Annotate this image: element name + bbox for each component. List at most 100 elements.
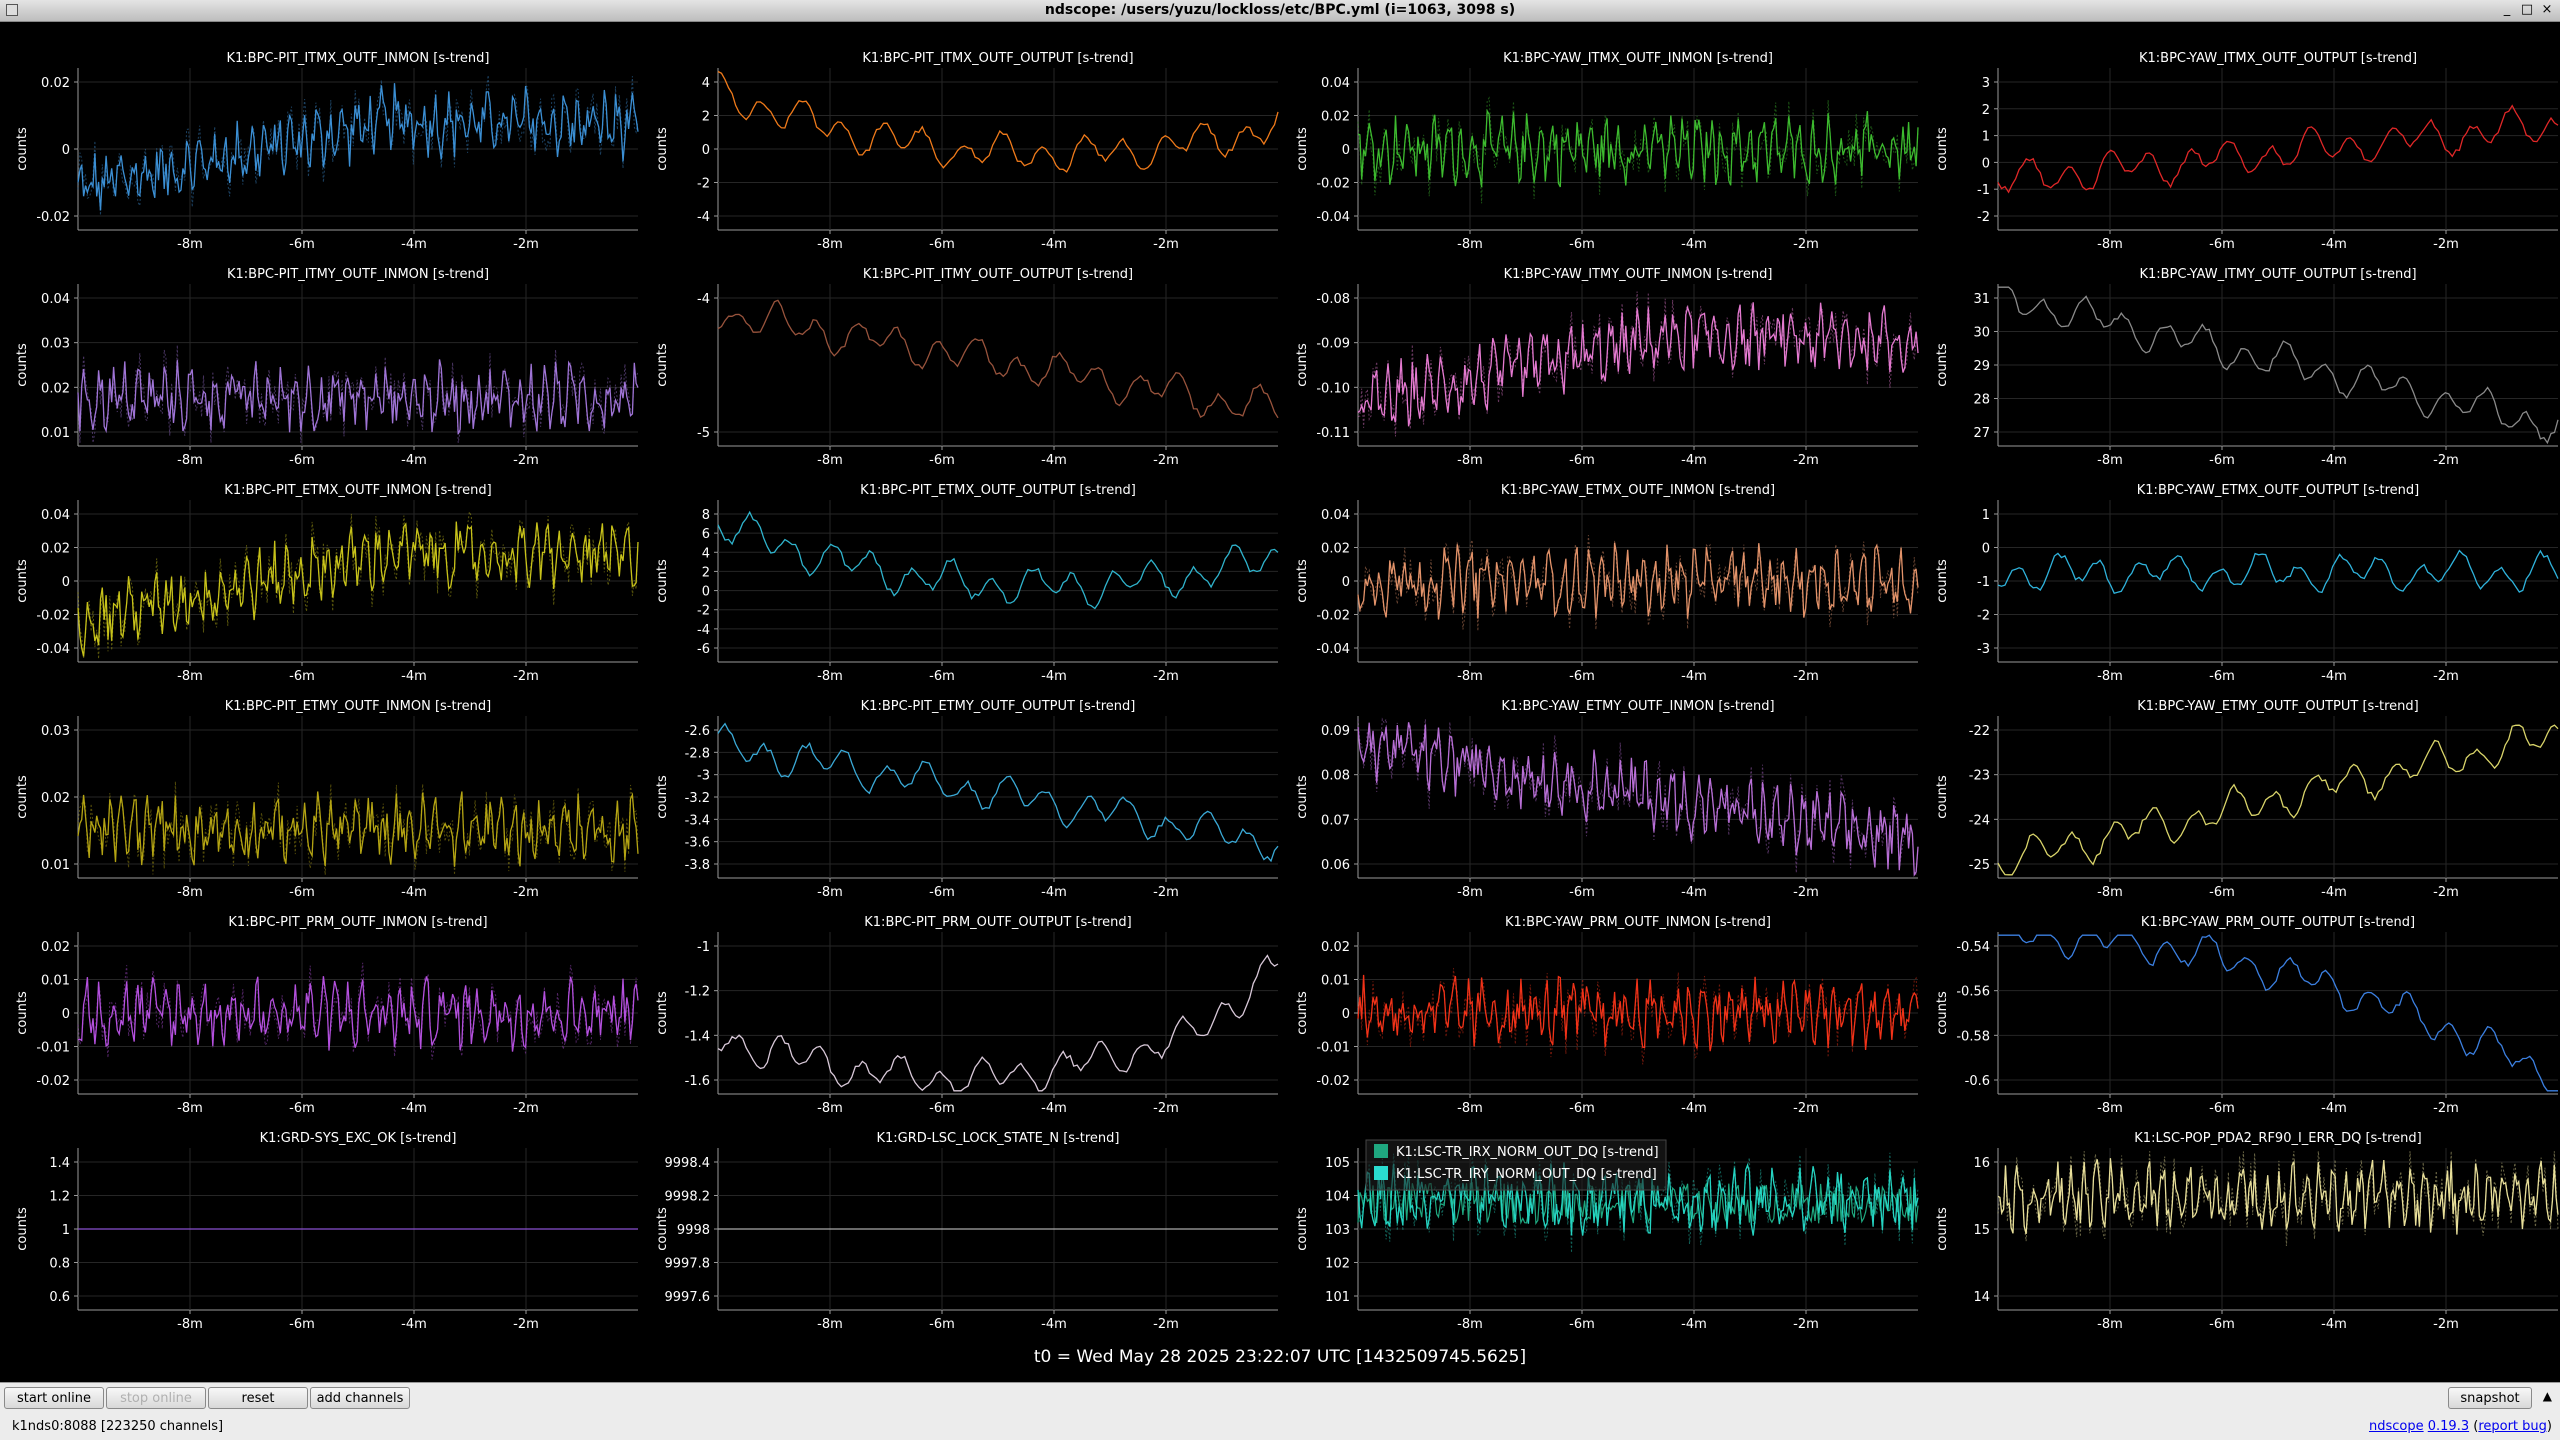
close-icon[interactable]: ×: [2541, 2, 2553, 17]
plot-3[interactable]: K1:BPC-YAW_ITMX_OUTF_INMON [s-trend] coun…: [1280, 22, 1920, 252]
y-tick-label: 0: [62, 1007, 70, 1022]
plot-17[interactable]: K1:BPC-PIT_PRM_OUTF_INMON [s-trend] count…: [0, 886, 640, 1116]
y-tick-label: 0.04: [41, 508, 70, 523]
x-tick-label: -4m: [2321, 669, 2347, 684]
maximize-icon[interactable]: □: [2520, 2, 2534, 17]
x-tick-label: -8m: [817, 453, 843, 468]
plot-13[interactable]: K1:BPC-PIT_ETMY_OUTF_INMON [s-trend] coun…: [0, 670, 640, 900]
trace-minmax: [77, 75, 639, 216]
plot-title: K1:BPC-PIT_ITMY_OUTF_INMON [s-trend]: [227, 267, 489, 282]
y-tick-label: -0.08: [1316, 292, 1350, 307]
legend-label: K1:LSC-TR_IRX_NORM_OUT_DQ [s-trend]: [1396, 1145, 1659, 1160]
expand-up-icon[interactable]: ▲: [2542, 1389, 2552, 1403]
y-axis-label: counts: [1935, 775, 1950, 819]
plot-12[interactable]: K1:BPC-YAW_ETMX_OUTF_OUTPUT [s-trend] cou…: [1920, 454, 2560, 684]
plot-9[interactable]: K1:BPC-PIT_ETMX_OUTF_INMON [s-trend] coun…: [0, 454, 640, 684]
plot-title: K1:BPC-YAW_ITMX_OUTF_OUTPUT [s-trend]: [2139, 51, 2417, 66]
y-tick-label: 31: [1973, 292, 1990, 307]
x-tick-label: -4m: [1681, 1317, 1707, 1332]
plot-6[interactable]: K1:BPC-PIT_ITMY_OUTF_OUTPUT [s-trend] cou…: [640, 238, 1280, 468]
trace: [1357, 108, 1919, 188]
plot-21[interactable]: K1:GRD-SYS_EXC_OK [s-trend] counts 1.4 1.2 1…: [0, 1102, 640, 1332]
y-tick-label: -0.01: [1316, 1041, 1350, 1056]
y-tick-label: -1: [1977, 575, 1990, 590]
y-tick-label: 1.2: [49, 1190, 70, 1205]
y-tick-label: 9998: [677, 1223, 710, 1238]
x-tick-label: -8m: [177, 453, 203, 468]
x-tick-label: -4m: [2321, 885, 2347, 900]
y-tick-label: 0.08: [1321, 769, 1350, 784]
plot-5[interactable]: K1:BPC-PIT_ITMY_OUTF_INMON [s-trend] coun…: [0, 238, 640, 468]
y-tick-label: -0.6: [1965, 1074, 1990, 1089]
trace: [1357, 722, 1919, 877]
reset-button[interactable]: reset: [208, 1387, 308, 1409]
x-tick-label: -6m: [289, 237, 315, 252]
y-tick-label: 0.02: [41, 76, 70, 91]
snapshot-button[interactable]: snapshot: [2448, 1387, 2532, 1409]
version-link[interactable]: 0.19.3: [2427, 1419, 2470, 1434]
x-tick-label: -8m: [2097, 1317, 2123, 1332]
plot-22[interactable]: K1:GRD-LSC_LOCK_STATE_N [s-trend] counts 9…: [640, 1102, 1280, 1332]
trace: [77, 359, 639, 435]
window-title: ndscope: /users/yuzu/lockloss/etc/BPC.ym…: [1044, 2, 1516, 18]
plot-18[interactable]: K1:BPC-PIT_PRM_OUTF_OUTPUT [s-trend] coun…: [640, 886, 1280, 1116]
stop-online-button[interactable]: stop online: [106, 1387, 206, 1409]
plot-4[interactable]: K1:BPC-YAW_ITMX_OUTF_OUTPUT [s-trend] cou…: [1920, 22, 2560, 252]
y-tick-label: 102: [1325, 1257, 1350, 1272]
plot-title: K1:BPC-PIT_PRM_OUTF_INMON [s-trend]: [228, 915, 487, 930]
start-online-button[interactable]: start online: [4, 1387, 104, 1409]
plot-14[interactable]: K1:BPC-PIT_ETMY_OUTF_OUTPUT [s-trend] cou…: [640, 670, 1280, 900]
window-menu-icon[interactable]: [6, 4, 18, 16]
trace: [77, 83, 639, 211]
plot-title: K1:BPC-PIT_PRM_OUTF_OUTPUT [s-trend]: [864, 915, 1131, 930]
y-axis-label: counts: [655, 775, 670, 819]
plot-2[interactable]: K1:BPC-PIT_ITMX_OUTF_OUTPUT [s-trend] cou…: [640, 22, 1280, 252]
ndscope-link[interactable]: ndscope: [2368, 1419, 2424, 1434]
y-tick-label: 0.04: [1321, 76, 1350, 91]
control-bar: start online stop online reset add chann…: [0, 1382, 2560, 1440]
y-axis-label: counts: [1935, 127, 1950, 171]
plot-10[interactable]: K1:BPC-PIT_ETMX_OUTF_OUTPUT [s-trend] cou…: [640, 454, 1280, 684]
x-tick-label: -2m: [2433, 1317, 2459, 1332]
y-tick-label: 0: [1342, 1007, 1350, 1022]
trace: [77, 976, 639, 1052]
y-tick-label: -24: [1969, 813, 1990, 828]
y-tick-label: 0.02: [1321, 940, 1350, 955]
plot-19[interactable]: K1:BPC-YAW_PRM_OUTF_INMON [s-trend] count…: [1280, 886, 1920, 1116]
x-tick-label: -4m: [1681, 1101, 1707, 1116]
plot-grid: K1:BPC-PIT_ITMX_OUTF_INMON [s-trend] coun…: [0, 22, 2560, 1382]
plot-title: K1:BPC-YAW_PRM_OUTF_INMON [s-trend]: [1505, 915, 1771, 930]
y-tick-label: -0.02: [1316, 177, 1350, 192]
trace: [1997, 1158, 2559, 1235]
plot-23[interactable]: counts 105 104 103 102 101 -8m -6m -4m -2m K1:LSC-…: [1280, 1102, 1920, 1332]
x-tick-label: -8m: [177, 669, 203, 684]
y-tick-label: -4: [697, 292, 710, 307]
plot-24[interactable]: K1:LSC-POP_PDA2_RF90_I_ERR_DQ [s-trend] c…: [1920, 1102, 2560, 1332]
plot-16[interactable]: K1:BPC-YAW_ETMY_OUTF_OUTPUT [s-trend] cou…: [1920, 670, 2560, 900]
minimize-icon[interactable]: _: [2503, 2, 2511, 17]
plot-20[interactable]: K1:BPC-YAW_PRM_OUTF_OUTPUT [s-trend] coun…: [1920, 886, 2560, 1116]
y-tick-label: 15: [1973, 1223, 1990, 1238]
y-tick-label: -0.09: [1316, 337, 1350, 352]
x-tick-label: -2m: [513, 237, 539, 252]
x-tick-label: -4m: [1041, 1317, 1067, 1332]
add-channels-button[interactable]: add channels: [310, 1387, 410, 1409]
x-tick-label: -4m: [1041, 237, 1067, 252]
x-tick-label: -8m: [1457, 1317, 1483, 1332]
x-tick-label: -4m: [401, 669, 427, 684]
window-titlebar[interactable]: ndscope: /users/yuzu/lockloss/etc/BPC.ym…: [0, 0, 2560, 22]
plot-1[interactable]: K1:BPC-PIT_ITMX_OUTF_INMON [s-trend] coun…: [0, 22, 640, 252]
plot-11[interactable]: K1:BPC-YAW_ETMX_OUTF_INMON [s-trend] coun…: [1280, 454, 1920, 684]
plot-8[interactable]: K1:BPC-YAW_ITMY_OUTF_OUTPUT [s-trend] cou…: [1920, 238, 2560, 468]
x-tick-label: -6m: [1569, 885, 1595, 900]
y-axis-label: counts: [15, 991, 30, 1035]
x-tick-label: -6m: [2209, 885, 2235, 900]
x-tick-label: -6m: [1569, 237, 1595, 252]
y-axis-label: counts: [655, 559, 670, 603]
x-tick-label: -8m: [2097, 885, 2123, 900]
x-tick-label: -4m: [1681, 669, 1707, 684]
x-tick-label: -6m: [289, 885, 315, 900]
report-bug-link[interactable]: report bug: [2478, 1419, 2547, 1434]
plot-7[interactable]: K1:BPC-YAW_ITMY_OUTF_INMON [s-trend] coun…: [1280, 238, 1920, 468]
plot-15[interactable]: K1:BPC-YAW_ETMY_OUTF_INMON [s-trend] coun…: [1280, 670, 1920, 900]
